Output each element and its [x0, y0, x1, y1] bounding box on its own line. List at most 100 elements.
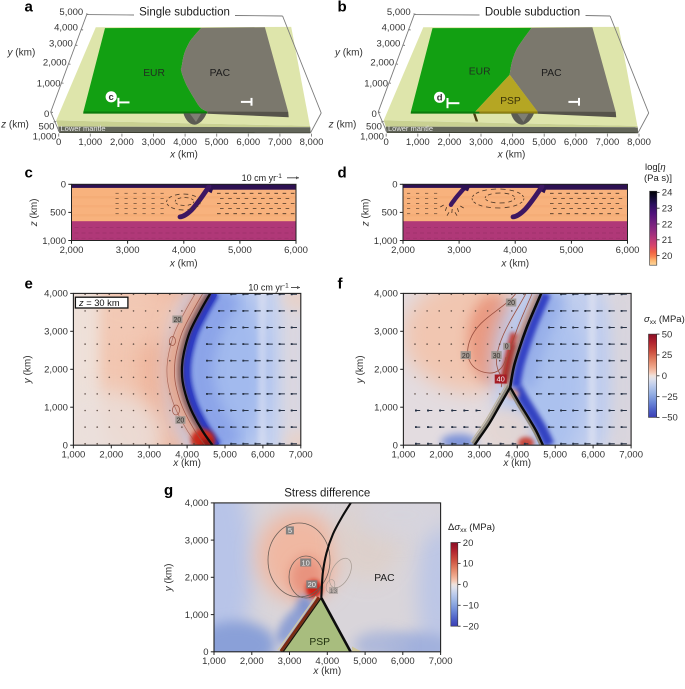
svg-text:log[η: log[η	[645, 162, 666, 173]
svg-text:3,000: 3,000	[278, 656, 302, 667]
svg-text:4,000: 4,000	[374, 289, 398, 300]
svg-text:x (km): x (km)	[169, 259, 198, 270]
svg-text:25: 25	[662, 350, 673, 361]
svg-text:x (km): x (km)	[500, 259, 529, 270]
svg-text:7,000: 7,000	[268, 137, 292, 148]
svg-text:2,000: 2,000	[99, 450, 123, 461]
svg-text:6,000: 6,000	[251, 450, 275, 461]
svg-text:3,000: 3,000	[116, 245, 140, 256]
svg-text:6,000: 6,000	[581, 450, 605, 461]
svg-text:0: 0	[505, 344, 509, 351]
svg-text:3,000: 3,000	[137, 450, 161, 461]
svg-text:y (km): y (km)	[355, 355, 366, 384]
svg-text:0: 0	[61, 180, 66, 191]
svg-text:0: 0	[393, 441, 398, 452]
svg-text:PAC: PAC	[541, 68, 562, 79]
svg-text:2,000: 2,000	[240, 656, 264, 667]
svg-text:4,000: 4,000	[503, 245, 527, 256]
svg-text:x (km): x (km)	[172, 458, 201, 469]
svg-text:1,000: 1,000	[406, 137, 430, 148]
svg-text:−20: −20	[463, 622, 479, 633]
svg-text:1,000: 1,000	[374, 403, 398, 414]
svg-text:20: 20	[507, 300, 515, 307]
svg-text:3,000: 3,000	[467, 450, 491, 461]
svg-text:0: 0	[372, 109, 377, 120]
svg-text:3,000: 3,000	[447, 245, 471, 256]
svg-text:6,000: 6,000	[564, 137, 588, 148]
svg-text:1,000: 1,000	[374, 236, 398, 247]
svg-text:x (km): x (km)	[497, 150, 526, 161]
svg-text:1,000: 1,000	[364, 79, 388, 90]
svg-text:5,000: 5,000	[387, 7, 411, 18]
svg-text:x (km): x (km)	[312, 666, 341, 677]
svg-text:4,000: 4,000	[501, 137, 525, 148]
svg-text:7,000: 7,000	[289, 450, 313, 461]
svg-text:5,000: 5,000	[213, 450, 237, 461]
svg-text:3,000: 3,000	[49, 39, 73, 50]
svg-text:z (km): z (km)	[29, 199, 40, 228]
svg-text:500: 500	[382, 208, 398, 219]
svg-text:1,000: 1,000	[44, 403, 68, 414]
svg-text:20: 20	[177, 418, 185, 425]
svg-text:PSP: PSP	[500, 96, 521, 107]
svg-text:2,000: 2,000	[370, 57, 394, 68]
svg-text:2,000: 2,000	[438, 137, 462, 148]
svg-text:3,000: 3,000	[185, 535, 209, 546]
svg-text:5,000: 5,000	[543, 450, 567, 461]
svg-text:7,000: 7,000	[596, 137, 620, 148]
svg-text:5,000: 5,000	[532, 137, 556, 148]
svg-text:5,000: 5,000	[353, 656, 377, 667]
svg-text:Lower mantle: Lower mantle	[61, 124, 106, 133]
svg-text:−25: −25	[662, 392, 678, 403]
svg-text:3,000: 3,000	[374, 327, 398, 338]
svg-text:4,000: 4,000	[185, 498, 209, 509]
svg-text:Lower mantle: Lower mantle	[388, 124, 433, 133]
svg-text:x (km): x (km)	[502, 458, 531, 469]
svg-text:0: 0	[392, 180, 397, 191]
svg-text:0: 0	[44, 109, 49, 120]
svg-text:6,000: 6,000	[236, 137, 260, 148]
svg-text:20: 20	[308, 580, 316, 589]
svg-text:−50: −50	[662, 413, 678, 424]
svg-text:23: 23	[662, 204, 673, 215]
svg-text:22: 22	[662, 219, 673, 230]
svg-text:20: 20	[662, 251, 673, 262]
svg-text:z (km): z (km)	[0, 120, 29, 131]
svg-text:Single subduction: Single subduction	[139, 6, 230, 18]
svg-text:20: 20	[463, 538, 474, 549]
svg-text:6,000: 6,000	[616, 245, 640, 256]
svg-text:50: 50	[662, 329, 673, 340]
svg-text:4,000: 4,000	[54, 22, 78, 33]
svg-text:PAC: PAC	[210, 68, 231, 79]
svg-text:1,000: 1,000	[78, 137, 102, 148]
svg-text:2,000: 2,000	[185, 573, 209, 584]
svg-text:8,000: 8,000	[627, 137, 651, 148]
svg-text:d: d	[338, 165, 347, 182]
svg-text:5,000: 5,000	[205, 137, 229, 148]
svg-text:y (km): y (km)	[334, 48, 363, 59]
svg-text:3,000: 3,000	[377, 39, 401, 50]
svg-text:z = 30 km: z = 30 km	[78, 298, 120, 308]
svg-text:EUR: EUR	[469, 67, 491, 78]
svg-text:24: 24	[662, 188, 673, 199]
svg-text:2,000: 2,000	[44, 365, 68, 376]
svg-text:7,000: 7,000	[619, 450, 643, 461]
svg-text:0: 0	[63, 441, 68, 452]
svg-text:0: 0	[203, 647, 208, 658]
svg-text:e: e	[25, 276, 33, 293]
svg-text:20: 20	[462, 353, 470, 360]
svg-text:5,000: 5,000	[560, 245, 584, 256]
svg-text:30: 30	[493, 353, 501, 360]
svg-text:Stress difference: Stress difference	[284, 488, 370, 500]
svg-text:3,000: 3,000	[469, 137, 493, 148]
svg-text:13: 13	[330, 588, 338, 595]
svg-text:y (km): y (km)	[7, 48, 36, 59]
svg-text:PAC: PAC	[374, 573, 395, 584]
svg-text:x (km): x (km)	[169, 150, 198, 161]
svg-text:Double subduction: Double subduction	[485, 6, 580, 18]
svg-text:21: 21	[662, 235, 673, 246]
svg-text:(Pa s)]: (Pa s)]	[644, 173, 672, 184]
svg-text:8,000: 8,000	[300, 137, 324, 148]
svg-text:−10: −10	[463, 601, 479, 612]
svg-text:y (km): y (km)	[23, 355, 34, 384]
